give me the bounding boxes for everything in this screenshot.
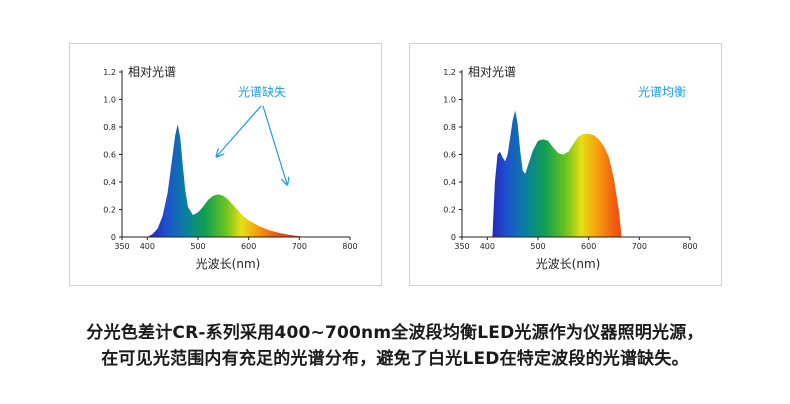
y-axis-title: 相对光谱 (128, 65, 176, 79)
y-tick-label: 0 (111, 233, 116, 242)
caption-line-1: 分光色差计CR-系列采用400~700nm全波段均衡LED光源作为仪器照明光源， (86, 323, 704, 343)
y-tick-label: 1.0 (443, 96, 456, 105)
y-tick-label: 0.6 (443, 151, 456, 160)
annotation-arrow (262, 105, 287, 184)
y-tick-label: 0 (451, 233, 456, 242)
x-tick-label: 500 (190, 242, 205, 251)
annotation-label: 光谱缺失 (238, 84, 286, 99)
x-tick-label: 600 (581, 242, 596, 251)
spectrum-area (492, 110, 622, 237)
x-tick-label: 800 (682, 242, 697, 251)
x-axis-title: 光波长(nm) (536, 257, 601, 271)
x-tick-label: 350 (454, 242, 469, 251)
x-tick-label: 700 (632, 242, 647, 251)
y-tick-label: 0.4 (443, 178, 456, 187)
x-tick-label: 400 (140, 242, 155, 251)
x-axis-title: 光波长(nm) (196, 257, 261, 271)
y-tick-label: 0.8 (103, 123, 116, 132)
spectrum-plot-balanced: 0 0.2 0.4 0.6 0.8 1.0 1.2 350 400 500 600 700 800 相对光… (443, 65, 697, 271)
x-tick-label: 700 (292, 242, 307, 251)
y-tick-label: 0.6 (103, 151, 116, 160)
annotation-arrow (217, 105, 262, 156)
spectrum-chart-balanced: 0 0.2 0.4 0.6 0.8 1.0 1.2 350 400 500 600 700 800 相对光… (409, 43, 722, 286)
x-tick-label: 500 (530, 242, 545, 251)
x-tick-label: 600 (241, 242, 256, 251)
y-tick-label: 0.4 (103, 178, 116, 187)
caption-line-2: 在可见光范围内有充足的光谱分布，避免了白光LED在特定波段的光谱缺失。 (101, 349, 689, 369)
annotation-label: 光谱均衡 (638, 85, 686, 99)
y-tick-label: 1.0 (103, 96, 116, 105)
y-tick-label: 1.2 (443, 68, 456, 77)
y-axis-title: 相对光谱 (468, 65, 516, 79)
y-tick-label: 0.2 (103, 206, 116, 215)
spectrum-area (147, 124, 305, 237)
y-tick-label: 0.2 (443, 206, 456, 215)
y-tick-label: 0.8 (443, 123, 456, 132)
spectrum-chart-missing: 0 0.2 0.4 0.6 0.8 1.0 1.2 350 400 500 600 700 800 相对光… (69, 43, 382, 286)
spectrum-plot-missing: 0 0.2 0.4 0.6 0.8 1.0 1.2 350 400 500 600 700 800 相对光… (103, 65, 357, 271)
y-tick-label: 1.2 (103, 68, 116, 77)
x-tick-label: 800 (342, 242, 357, 251)
x-tick-label: 350 (114, 242, 129, 251)
x-tick-label: 400 (480, 242, 495, 251)
